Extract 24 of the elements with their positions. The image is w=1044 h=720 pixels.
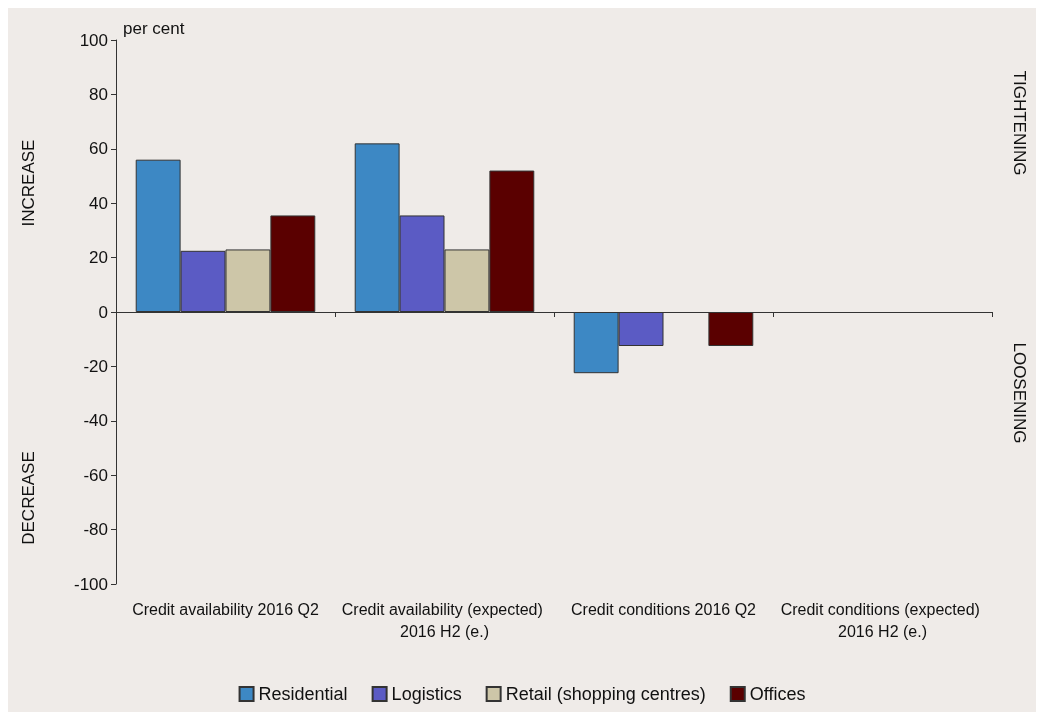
legend-label: Offices xyxy=(749,684,806,704)
text: TIGHTENING xyxy=(1010,70,1029,176)
y-tick-label: 60 xyxy=(89,139,108,159)
x-tick-label: Credit conditions 2016 Q2 xyxy=(571,600,757,618)
x-tick-label: Credit conditions (expected) 2016 H2 (e.) xyxy=(780,600,985,640)
y-tick-label: -20 xyxy=(83,356,108,376)
x-tick-label: Credit availability 2016 Q2 xyxy=(132,600,319,618)
y-tick-label: 0 xyxy=(98,302,108,322)
text: per cent xyxy=(123,19,185,38)
text: LOOSENING xyxy=(1010,342,1029,444)
text: DECREASE xyxy=(19,451,38,545)
x-tick-label: Credit availability (expected) 2016 H2 (e.) xyxy=(341,600,548,640)
y-tick-label: -60 xyxy=(83,465,108,485)
y-tick-label: 100 xyxy=(79,30,108,50)
legend-label: Residential xyxy=(258,684,348,704)
legend-label: Retail (shopping centres) xyxy=(505,684,706,704)
y-tick-label: -80 xyxy=(83,520,108,540)
y-tick-label: -40 xyxy=(83,411,108,431)
legend-label: Logistics xyxy=(391,684,462,704)
y-tick-label: 80 xyxy=(89,84,108,104)
y-tick-label: 40 xyxy=(89,193,108,213)
text: INCREASE xyxy=(19,139,38,227)
y-tick-label: 20 xyxy=(89,248,108,268)
y-tick-label: -100 xyxy=(73,574,108,594)
